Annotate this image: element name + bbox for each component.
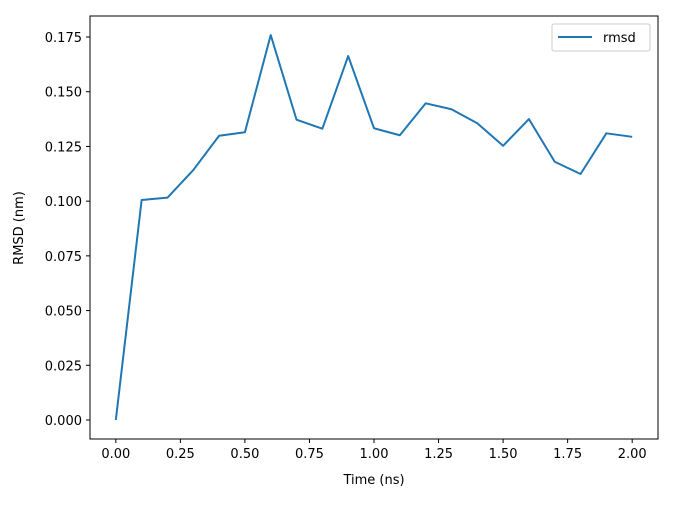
x-tick-label: 2.00 xyxy=(618,447,647,462)
y-tick-label: 0.100 xyxy=(45,195,82,210)
x-tick-label: 0.00 xyxy=(101,447,130,462)
x-tick-label: 1.50 xyxy=(489,447,518,462)
y-tick-label: 0.025 xyxy=(45,359,82,374)
y-axis-label: RMSD (nm) xyxy=(12,191,27,265)
y-tick-label: 0.175 xyxy=(45,31,82,46)
x-axis-label: Time (ns) xyxy=(342,473,404,488)
x-tick-label: 0.75 xyxy=(295,447,324,462)
x-tick-label: 0.50 xyxy=(230,447,259,462)
y-tick-label: 0.075 xyxy=(45,250,82,265)
legend-box xyxy=(551,23,651,52)
legend: rmsd xyxy=(551,23,651,52)
y-tick-label: 0.050 xyxy=(45,305,82,320)
y-tick-label: 0.125 xyxy=(45,140,82,155)
y-tick-label: 0.150 xyxy=(45,86,82,101)
plot-frame xyxy=(89,15,659,440)
y-tick-label: 0.000 xyxy=(45,414,82,429)
legend-label-rmsd: rmsd xyxy=(603,31,636,46)
series-line-rmsd xyxy=(114,34,633,421)
x-tick-label: 1.75 xyxy=(553,447,582,462)
x-tick-label: 1.25 xyxy=(424,447,453,462)
x-tick-label: 0.25 xyxy=(166,447,195,462)
x-tick-label: 1.00 xyxy=(360,447,389,462)
